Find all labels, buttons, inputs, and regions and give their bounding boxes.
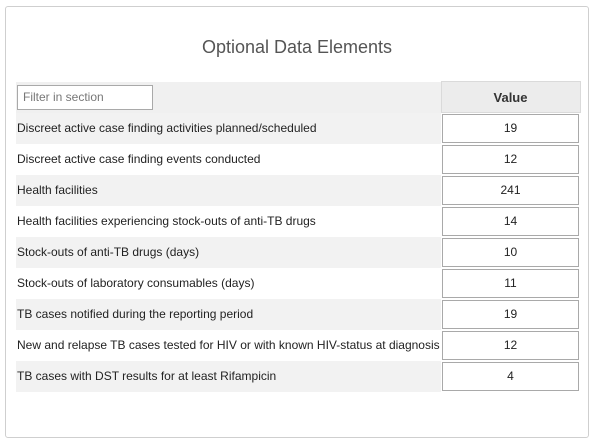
data-element-label: Health facilities experiencing stock-out… bbox=[16, 206, 441, 237]
table-row: TB cases notified during the reporting p… bbox=[16, 299, 580, 330]
data-element-label: TB cases with DST results for at least R… bbox=[16, 361, 441, 392]
section-title: Optional Data Elements bbox=[6, 37, 588, 58]
data-element-label: Stock-outs of laboratory consumables (da… bbox=[16, 268, 441, 299]
optional-data-elements-panel: Optional Data Elements Value Discreet ac… bbox=[5, 6, 589, 438]
table-row: Discreet active case finding activities … bbox=[16, 113, 580, 144]
data-element-label: Discreet active case finding events cond… bbox=[16, 144, 441, 175]
data-element-label: Stock-outs of anti-TB drugs (days) bbox=[16, 237, 441, 268]
data-element-value-input[interactable] bbox=[442, 362, 579, 391]
data-element-label: TB cases notified during the reporting p… bbox=[16, 299, 441, 330]
data-element-value-input[interactable] bbox=[442, 114, 579, 143]
filter-cell bbox=[16, 82, 441, 113]
data-element-label: New and relapse TB cases tested for HIV … bbox=[16, 330, 441, 361]
data-element-value-input[interactable] bbox=[442, 331, 579, 360]
data-element-value-input[interactable] bbox=[442, 207, 579, 236]
data-element-label: Health facilities bbox=[16, 175, 441, 206]
table-row: Health facilities bbox=[16, 175, 580, 206]
table-row: Stock-outs of laboratory consumables (da… bbox=[16, 268, 580, 299]
data-element-value-input[interactable] bbox=[442, 238, 579, 267]
data-element-value-input[interactable] bbox=[442, 269, 579, 298]
table-row: Discreet active case finding events cond… bbox=[16, 144, 580, 175]
filter-input[interactable] bbox=[17, 85, 153, 110]
data-element-value-input[interactable] bbox=[442, 300, 579, 329]
table-header-row: Value bbox=[16, 82, 580, 113]
value-column-header: Value bbox=[441, 82, 580, 113]
table-row: TB cases with DST results for at least R… bbox=[16, 361, 580, 392]
data-element-value-input[interactable] bbox=[442, 176, 579, 205]
table-row: Stock-outs of anti-TB drugs (days) bbox=[16, 237, 580, 268]
data-element-label: Discreet active case finding activities … bbox=[16, 113, 441, 144]
data-elements-table: Value Discreet active case finding activ… bbox=[16, 81, 581, 392]
table-row: New and relapse TB cases tested for HIV … bbox=[16, 330, 580, 361]
table-row: Health facilities experiencing stock-out… bbox=[16, 206, 580, 237]
data-element-value-input[interactable] bbox=[442, 145, 579, 174]
